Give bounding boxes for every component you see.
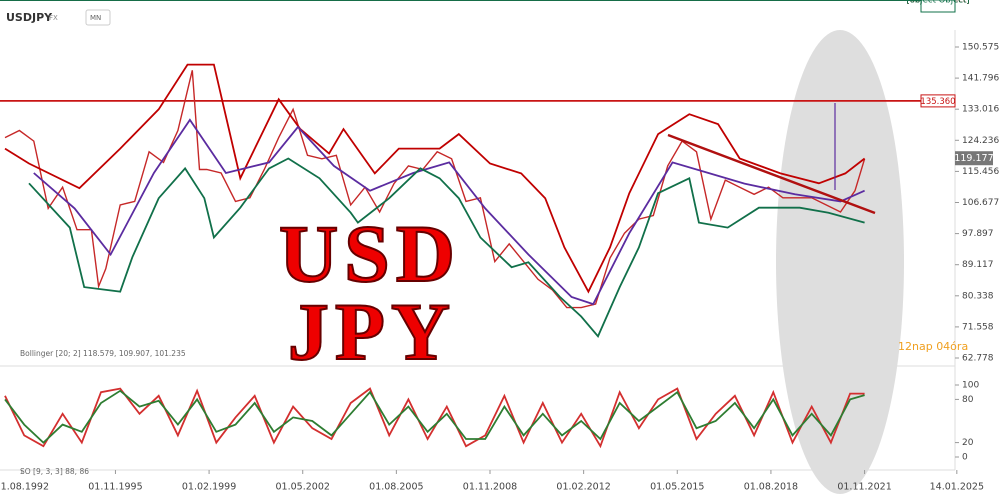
series-line [4, 389, 865, 444]
y-tick-label: 0 [962, 453, 968, 463]
y-tick-label: 150.575 [962, 43, 999, 53]
x-tick-label: 01.08.1992 [0, 482, 49, 493]
y-tick-label: 80.338 [962, 291, 994, 301]
series-line [4, 63, 866, 294]
x-tick-label: 01.11.2008 [463, 482, 517, 493]
market: FX [49, 14, 58, 22]
y-tick-label: 124.236 [962, 136, 999, 146]
series-line [28, 157, 865, 338]
x-tick-label: 01.02.1999 [182, 482, 236, 493]
y-tick-label: 97.897 [962, 229, 994, 239]
interval: MN [90, 14, 101, 22]
indicator-legend: SO [9, 3, 3] 88, 86 [20, 467, 89, 476]
y-tick-label: 100 [962, 381, 979, 391]
x-tick-label: 01.05.2015 [650, 482, 704, 493]
x-tick-label: 01.08.2018 [744, 482, 798, 493]
indicator-legend: Bollinger [20; 2] 118.579, 109.907, 101.… [20, 349, 186, 358]
level-label: 135.360 [920, 97, 955, 107]
level-label: [object Object] [906, 0, 969, 6]
series-line [33, 118, 865, 306]
trend-line [667, 133, 876, 215]
y-tick-label: 20 [962, 438, 974, 448]
last-price-box [955, 151, 993, 166]
overlay-title: JPY [288, 286, 456, 377]
overlay-title: USD [279, 208, 461, 299]
interval-dropdown[interactable] [85, 9, 111, 26]
highlight-ellipse [776, 30, 904, 494]
y-tick-label: 71.558 [962, 322, 994, 332]
level-label-box [920, 0, 956, 13]
x-tick-label: 01.11.1995 [88, 482, 142, 493]
last-price: 119.177 [954, 153, 993, 164]
x-tick-label: 01.05.2002 [276, 482, 330, 493]
y-tick-label: 80 [962, 395, 974, 405]
symbol: USDJPY [6, 11, 53, 24]
level-label-box [920, 94, 956, 108]
y-tick-label: 89.117 [962, 260, 994, 270]
x-tick-label: 01.02.2012 [556, 482, 610, 493]
y-tick-label: 133.016 [962, 105, 999, 115]
countdown: 12nap 04óra [898, 340, 968, 353]
y-tick-label: 106.677 [962, 198, 999, 208]
y-tick-label: 62.778 [962, 354, 994, 364]
y-tick-label: 115.456 [962, 167, 999, 177]
x-tick-label: 01.11.2021 [837, 482, 891, 493]
x-tick-label: 01.08.2005 [369, 482, 423, 493]
x-tick-label: 14.01.2025 [930, 482, 984, 493]
y-tick-label: 141.796 [962, 74, 999, 84]
